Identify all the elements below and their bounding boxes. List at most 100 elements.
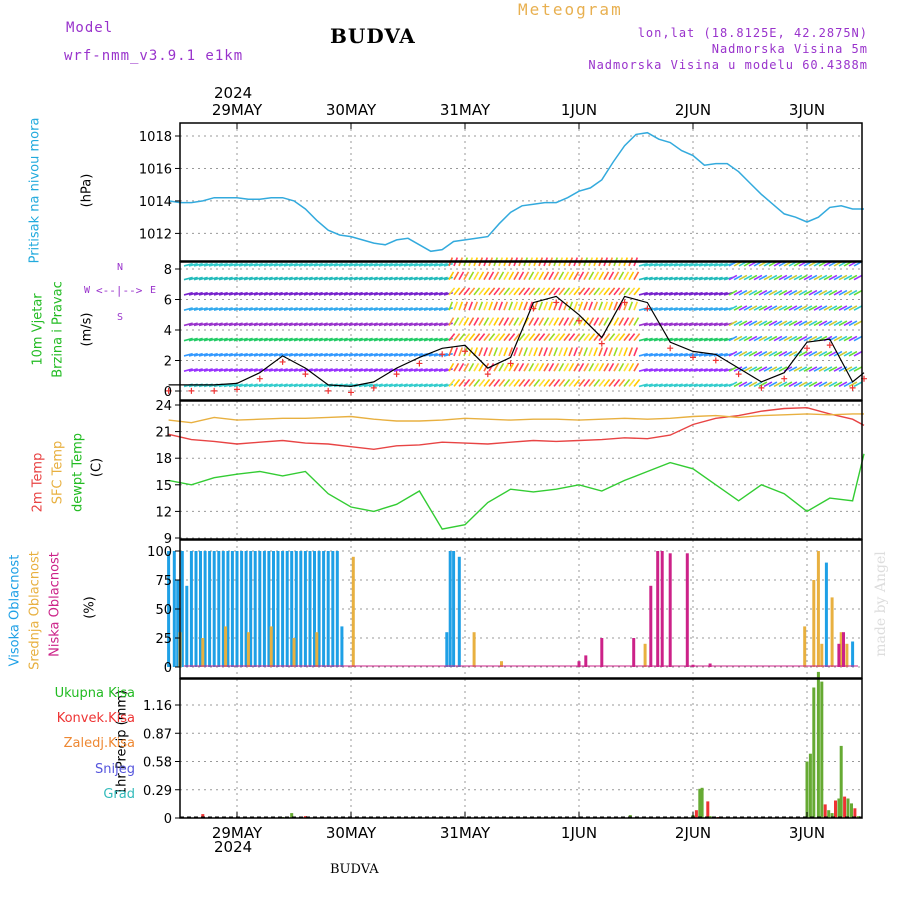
wind-barb: [653, 322, 663, 327]
wind-barb: [743, 305, 753, 311]
wind-barb: [348, 368, 358, 372]
ytick-label-temperature: 15: [155, 479, 172, 494]
wind-barb: [798, 366, 808, 372]
wind-barb: [543, 317, 550, 326]
wind-gust-mark: [804, 345, 810, 352]
wind-barb: [278, 291, 288, 296]
wind-barb: [493, 287, 501, 296]
wind-barb: [228, 291, 238, 296]
cloud-bar: [824, 562, 828, 667]
xtick-label-bottom: 31MAY: [440, 824, 491, 842]
wind-barb: [693, 307, 703, 311]
wind-barb: [793, 366, 803, 372]
wind-barb: [473, 301, 479, 311]
wind-barb: [718, 368, 728, 372]
wind-barb: [803, 381, 813, 388]
wind-barb: [483, 347, 489, 357]
wind-barb: [638, 291, 648, 296]
wind-barb: [338, 322, 348, 327]
wind-barb: [748, 381, 758, 388]
wind-gust-mark: [234, 386, 240, 393]
wind-barb: [283, 291, 293, 296]
wind-barb: [728, 289, 738, 296]
wind-barb: [613, 347, 619, 357]
wind-barb: [258, 262, 268, 267]
wind-barb: [423, 322, 433, 327]
wind-barb: [528, 347, 534, 357]
wind-barb: [833, 274, 843, 281]
wind-barb: [318, 383, 328, 388]
wind-barb: [383, 352, 393, 357]
wind-barb: [203, 291, 213, 296]
wind-barb: [808, 381, 818, 388]
wind-barb: [303, 307, 313, 311]
wind-barb: [688, 276, 698, 281]
wind-barb: [183, 307, 193, 311]
wind-barb: [823, 366, 833, 372]
wind-barb: [283, 307, 293, 311]
wind-barb: [458, 362, 465, 372]
precip-bar: [853, 808, 857, 818]
wind-barb: [513, 287, 521, 296]
wind-barb: [618, 362, 625, 372]
wind-barb: [213, 291, 223, 296]
wind-barb: [673, 383, 683, 388]
cloud-bar: [668, 553, 672, 667]
wind-barb: [803, 274, 813, 281]
wind-barb: [493, 333, 501, 342]
wind-barb: [803, 350, 813, 357]
wind-barb: [443, 322, 453, 327]
wind-barb: [813, 366, 823, 372]
wind-barb: [648, 337, 658, 342]
wind-barb: [508, 347, 514, 357]
wind-barb: [758, 274, 768, 281]
wind-barb: [508, 317, 515, 326]
wind-barb: [188, 276, 198, 281]
wind-barb: [643, 322, 653, 327]
wind-barb: [758, 305, 768, 311]
wind-barb: [668, 307, 678, 311]
wind-barb: [613, 317, 620, 326]
wind-barb: [808, 274, 818, 281]
wind-barb: [243, 383, 253, 388]
wind-barb: [213, 322, 223, 327]
wind-barb: [693, 383, 703, 388]
wind-barb: [763, 320, 773, 327]
wind-barb: [333, 291, 343, 296]
wind-barb: [488, 317, 495, 326]
wind-gust-mark: [826, 342, 833, 349]
wind-barb: [203, 337, 213, 342]
wind-barb: [363, 262, 373, 267]
wind-barb: [263, 322, 273, 327]
wind-barb: [468, 301, 474, 311]
wind-barb: [698, 276, 708, 281]
wind-barb: [383, 307, 393, 311]
wind-barb: [443, 262, 453, 267]
wind-barb: [193, 352, 203, 357]
ytick-label-wind: 4: [164, 324, 172, 339]
wind-barb: [318, 352, 328, 357]
wind-barb: [318, 276, 328, 281]
wind-barb: [788, 381, 798, 388]
wind-barb: [648, 322, 658, 327]
xtick-label-top: 31MAY: [440, 101, 491, 119]
wind-barb: [398, 322, 408, 327]
wind-barb: [343, 352, 353, 357]
wind-barb: [558, 287, 566, 296]
wind-barb: [588, 301, 594, 311]
wind-barb: [228, 368, 238, 372]
wind-barb: [478, 287, 486, 296]
wind-barb: [203, 276, 213, 281]
wind-barb: [593, 317, 600, 326]
wind-barb: [208, 337, 218, 342]
wind-barb: [228, 352, 238, 357]
wind-barb: [848, 335, 858, 342]
wind-barb: [198, 291, 208, 296]
wind-barb: [343, 322, 353, 327]
legend-grad: Grad: [103, 787, 135, 802]
cloud-bar: [272, 551, 275, 667]
ytick-label-precip: 0.87: [143, 727, 172, 742]
wind-barb: [288, 322, 298, 327]
wind-barb: [543, 271, 550, 281]
